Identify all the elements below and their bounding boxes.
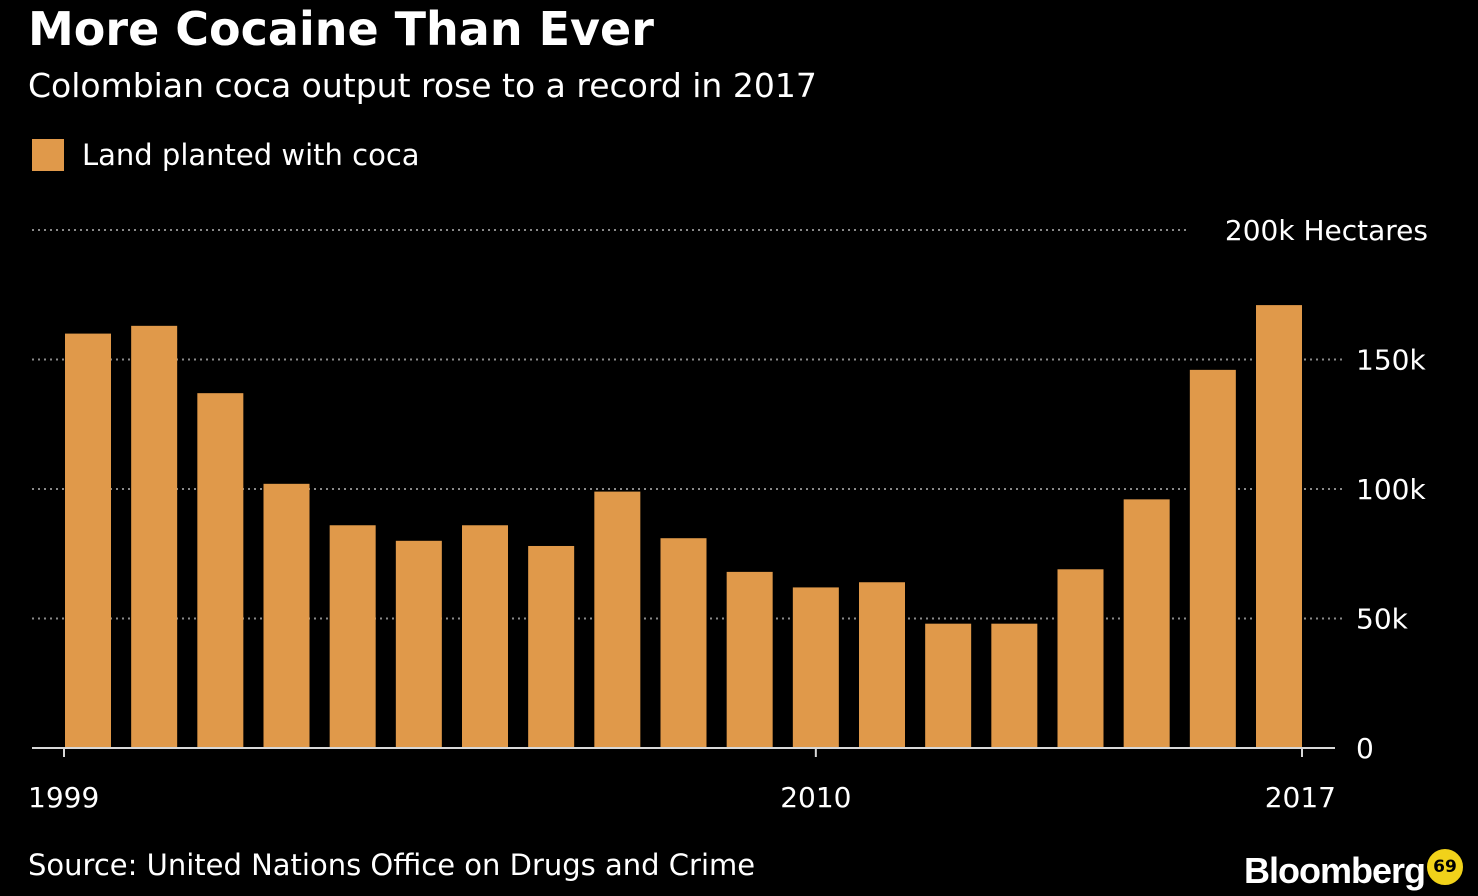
y-tick-label: 150k bbox=[1356, 344, 1426, 377]
x-tick-label: 2017 bbox=[1265, 781, 1336, 814]
bar-2008 bbox=[660, 538, 707, 748]
bar-2015 bbox=[1123, 499, 1170, 748]
bar-2011 bbox=[859, 582, 905, 748]
bar-2004 bbox=[395, 540, 442, 748]
legend-label: Land planted with coca bbox=[82, 138, 420, 172]
bar-2012 bbox=[925, 623, 972, 748]
bar-2013 bbox=[991, 623, 1038, 748]
y-tick-label: 200k Hectares bbox=[1225, 214, 1428, 247]
bar-1999 bbox=[65, 333, 111, 748]
bar-2014 bbox=[1057, 569, 1104, 748]
bar-2009 bbox=[726, 571, 773, 748]
x-tick-label: 2010 bbox=[780, 781, 851, 814]
bar-2000 bbox=[131, 325, 178, 748]
bar-2001 bbox=[197, 393, 244, 748]
chart-title: More Cocaine Than Ever bbox=[28, 2, 654, 56]
brand-logo: Bloomberg bbox=[1244, 850, 1426, 891]
bar-2005 bbox=[462, 525, 508, 748]
source-note: Source: United Nations Office on Drugs a… bbox=[28, 848, 756, 882]
x-tick-label: 1999 bbox=[28, 781, 99, 814]
bar-2017 bbox=[1256, 305, 1302, 748]
y-tick-label: 0 bbox=[1356, 732, 1374, 765]
y-tick-label: 100k bbox=[1356, 473, 1426, 506]
bar-2002 bbox=[263, 483, 310, 748]
bar-2010 bbox=[792, 587, 839, 748]
bar-2003 bbox=[329, 525, 376, 748]
bar-2016 bbox=[1189, 369, 1236, 748]
y-tick-label: 50k bbox=[1356, 603, 1409, 636]
bar-2007 bbox=[594, 491, 641, 748]
legend-swatch bbox=[32, 139, 64, 171]
bar-2006 bbox=[528, 545, 575, 748]
circle-badge-icon: 69 bbox=[1424, 846, 1466, 888]
chart-legend: Land planted with coca bbox=[32, 138, 420, 172]
chart-subtitle: Colombian coca output rose to a record i… bbox=[28, 66, 817, 105]
